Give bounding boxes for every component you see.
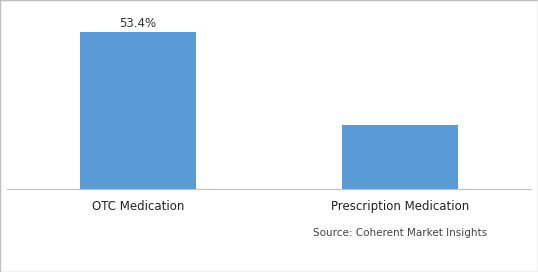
Bar xyxy=(80,32,196,189)
Text: Source: Coherent Market Insights: Source: Coherent Market Insights xyxy=(313,228,487,238)
Text: 53.4%: 53.4% xyxy=(119,17,157,30)
Bar xyxy=(342,125,458,189)
